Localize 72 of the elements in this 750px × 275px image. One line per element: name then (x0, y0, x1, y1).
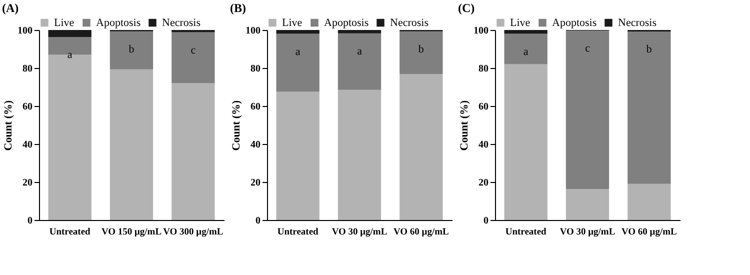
y-tick-label: 100 (246, 26, 260, 36)
x-tick-label: Untreated (49, 228, 92, 238)
chart-title: (B) (230, 1, 246, 15)
y-tick-label: 20 (22, 178, 32, 188)
x-tick-label: VO 30 μg/mL (332, 228, 388, 238)
bar (400, 31, 443, 74)
bar (48, 30, 92, 38)
legend-label: Necrosis (162, 16, 200, 29)
y-tick-label: 0 (256, 216, 260, 226)
y-tick-label: 60 (478, 102, 488, 112)
legend-label: Apoptosis (96, 16, 141, 29)
bar (338, 90, 382, 220)
bar (628, 184, 671, 220)
bar (628, 32, 671, 184)
bar (172, 83, 215, 220)
annotation: a (295, 46, 300, 58)
annotation: b (418, 43, 424, 56)
y-tick-label: 40 (250, 140, 260, 150)
legend-label: Necrosis (390, 16, 428, 29)
y-axis-title: Count (%) (230, 100, 242, 151)
legend-label: Necrosis (618, 16, 656, 29)
y-tick-label: 0 (484, 216, 488, 226)
bar (338, 33, 382, 90)
annotation: a (357, 45, 362, 58)
bar (172, 32, 215, 84)
y-tick-label: 20 (478, 178, 488, 188)
bar (566, 189, 610, 220)
x-tick-label: VO 150 μg/mL (101, 228, 162, 238)
bar (276, 34, 320, 92)
bar (110, 31, 154, 70)
bar (566, 30, 610, 190)
x-tick-label: VO 30 μg/mL (560, 228, 616, 238)
y-tick-label: 80 (478, 64, 488, 74)
bar (504, 34, 548, 64)
legend-label: Live (510, 16, 530, 29)
chart-title: (A) (2, 1, 19, 15)
y-tick-label: 40 (22, 140, 32, 150)
x-tick-label: VO 300 μg/mL (163, 228, 224, 238)
y-tick-label: 100 (474, 26, 488, 36)
bar (110, 69, 154, 220)
chart-title: (C) (458, 1, 475, 15)
y-tick-label: 60 (250, 102, 260, 112)
legend-label: Live (282, 16, 302, 29)
bar (338, 30, 382, 34)
y-tick-label: 100 (18, 26, 32, 36)
bar (48, 54, 92, 220)
annotation: c (585, 42, 590, 55)
bar (400, 74, 443, 220)
y-tick-label: 80 (250, 64, 260, 74)
bar (276, 92, 320, 220)
legend-label: Apoptosis (324, 16, 369, 29)
legend-label: Live (54, 16, 74, 29)
x-tick-label: VO 60 μg/mL (393, 228, 449, 238)
y-axis-title: Count (%) (458, 100, 470, 151)
y-tick-label: 40 (478, 140, 488, 150)
bar (504, 30, 548, 34)
legend-label: Apoptosis (552, 16, 597, 29)
y-tick-label: 0 (28, 216, 32, 226)
bar (276, 30, 320, 34)
annotation: c (190, 44, 196, 56)
annotation: a (67, 49, 72, 62)
x-tick-label: Untreated (277, 228, 320, 238)
annotation: b (646, 44, 652, 56)
y-axis-title: Count (%) (2, 100, 14, 151)
bar (504, 64, 548, 220)
annotation: a (523, 46, 528, 58)
annotation: b (128, 43, 135, 56)
y-tick-label: 80 (22, 64, 32, 74)
x-tick-label: Untreated (505, 228, 548, 238)
x-tick-label: VO 60 μg/mL (621, 228, 677, 238)
y-tick-label: 60 (22, 102, 32, 112)
y-tick-label: 20 (250, 178, 260, 188)
